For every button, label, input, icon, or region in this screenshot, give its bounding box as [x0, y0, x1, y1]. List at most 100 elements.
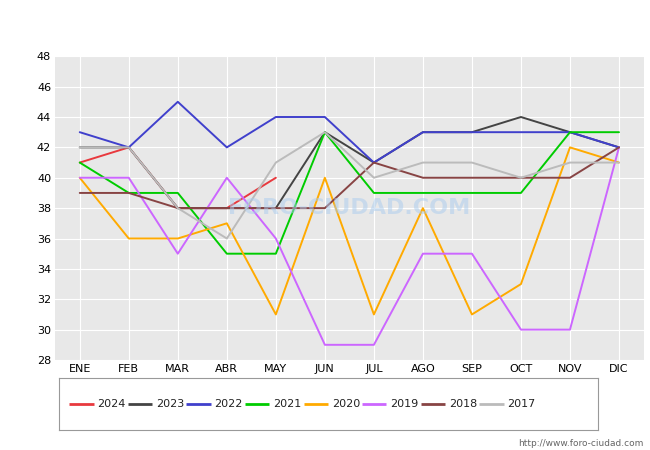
- 2017: [321, 130, 329, 135]
- 2021: [76, 160, 84, 165]
- Text: 2022: 2022: [214, 399, 243, 409]
- Text: 2020: 2020: [332, 399, 360, 409]
- 2019: [125, 175, 133, 180]
- 2023: [321, 130, 329, 135]
- 2020: [468, 312, 476, 317]
- 2018: [223, 206, 231, 211]
- 2017: [517, 175, 525, 180]
- 2019: [321, 342, 329, 347]
- Text: 2019: 2019: [390, 399, 419, 409]
- 2022: [223, 145, 231, 150]
- 2020: [125, 236, 133, 241]
- Text: Afiliados en Villavaliente a 31/5/2024: Afiliados en Villavaliente a 31/5/2024: [170, 14, 480, 33]
- 2017: [272, 160, 280, 165]
- 2019: [272, 236, 280, 241]
- 2019: [517, 327, 525, 333]
- 2023: [419, 130, 427, 135]
- 2021: [468, 190, 476, 196]
- Line: 2021: 2021: [80, 132, 619, 254]
- 2020: [76, 175, 84, 180]
- Line: 2017: 2017: [80, 132, 619, 238]
- 2022: [272, 114, 280, 120]
- 2022: [419, 130, 427, 135]
- 2023: [517, 114, 525, 120]
- 2017: [76, 145, 84, 150]
- Line: 2024: 2024: [80, 148, 276, 208]
- 2023: [272, 206, 280, 211]
- 2024: [125, 145, 133, 150]
- 2022: [174, 99, 182, 104]
- 2020: [615, 160, 623, 165]
- 2018: [370, 160, 378, 165]
- 2024: [174, 206, 182, 211]
- 2020: [272, 312, 280, 317]
- 2024: [223, 206, 231, 211]
- 2020: [223, 220, 231, 226]
- 2018: [125, 190, 133, 196]
- 2022: [125, 145, 133, 150]
- 2024: [272, 175, 280, 180]
- Line: 2020: 2020: [80, 148, 619, 315]
- 2022: [468, 130, 476, 135]
- Line: 2023: 2023: [80, 117, 619, 208]
- Text: 2023: 2023: [156, 399, 184, 409]
- 2019: [615, 145, 623, 150]
- 2020: [517, 281, 525, 287]
- 2023: [468, 130, 476, 135]
- 2017: [615, 160, 623, 165]
- 2018: [517, 175, 525, 180]
- Line: 2022: 2022: [80, 102, 619, 162]
- 2022: [321, 114, 329, 120]
- 2018: [419, 175, 427, 180]
- 2020: [370, 312, 378, 317]
- 2021: [370, 190, 378, 196]
- 2020: [174, 236, 182, 241]
- 2019: [566, 327, 574, 333]
- 2023: [125, 145, 133, 150]
- 2017: [174, 206, 182, 211]
- 2019: [370, 342, 378, 347]
- 2021: [223, 251, 231, 256]
- Text: 2018: 2018: [448, 399, 477, 409]
- 2017: [468, 160, 476, 165]
- Line: 2018: 2018: [80, 148, 619, 208]
- 2023: [76, 145, 84, 150]
- 2018: [174, 206, 182, 211]
- 2021: [272, 251, 280, 256]
- Text: FORO-CIUDAD.COM: FORO-CIUDAD.COM: [228, 198, 471, 218]
- 2019: [76, 175, 84, 180]
- Line: 2019: 2019: [80, 148, 619, 345]
- 2021: [566, 130, 574, 135]
- 2021: [419, 190, 427, 196]
- 2023: [615, 145, 623, 150]
- Text: http://www.foro-ciudad.com: http://www.foro-ciudad.com: [518, 439, 644, 448]
- 2018: [566, 175, 574, 180]
- 2023: [174, 206, 182, 211]
- 2024: [76, 160, 84, 165]
- 2022: [566, 130, 574, 135]
- 2021: [321, 130, 329, 135]
- 2023: [223, 206, 231, 211]
- Text: 2024: 2024: [98, 399, 125, 409]
- 2022: [615, 145, 623, 150]
- Text: 2017: 2017: [508, 399, 536, 409]
- 2019: [223, 175, 231, 180]
- 2018: [321, 206, 329, 211]
- 2019: [419, 251, 427, 256]
- 2023: [370, 160, 378, 165]
- 2022: [517, 130, 525, 135]
- 2017: [125, 145, 133, 150]
- 2019: [174, 251, 182, 256]
- 2017: [223, 236, 231, 241]
- 2018: [272, 206, 280, 211]
- 2022: [370, 160, 378, 165]
- 2023: [566, 130, 574, 135]
- 2021: [174, 190, 182, 196]
- 2019: [468, 251, 476, 256]
- 2017: [419, 160, 427, 165]
- 2017: [566, 160, 574, 165]
- 2017: [370, 175, 378, 180]
- 2018: [76, 190, 84, 196]
- 2021: [615, 130, 623, 135]
- 2021: [517, 190, 525, 196]
